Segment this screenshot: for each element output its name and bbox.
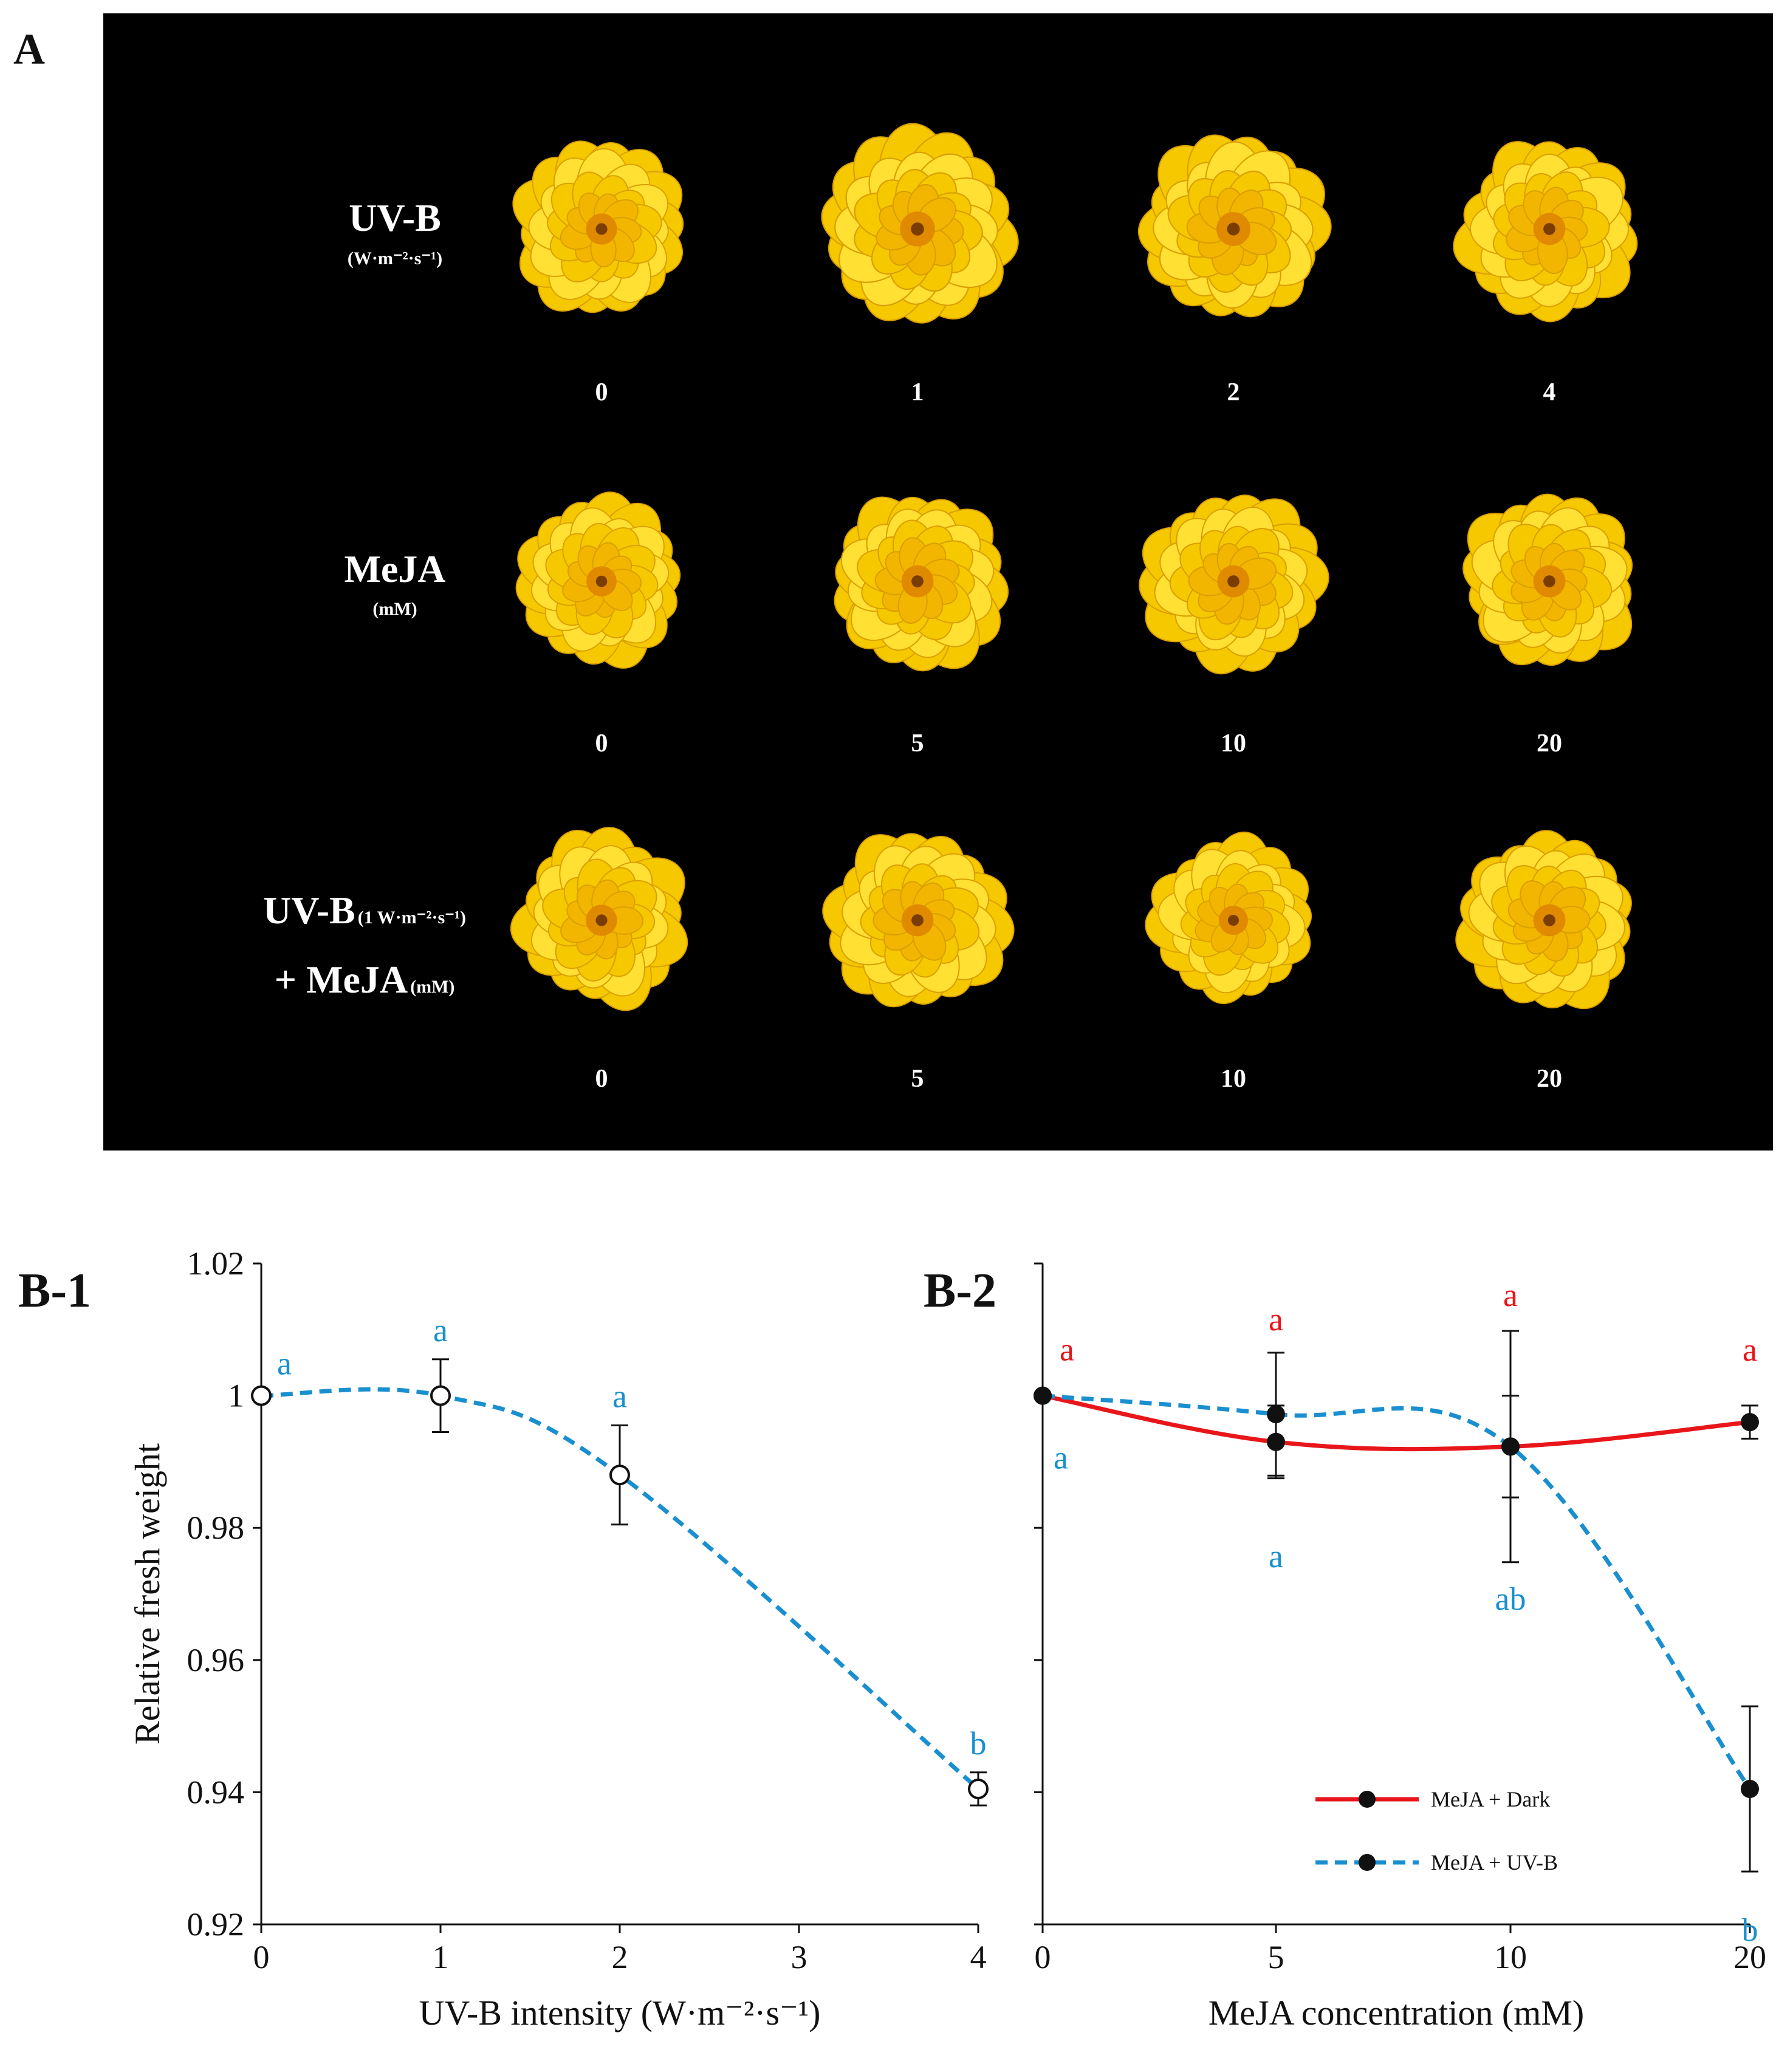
dose-label: 0 bbox=[595, 730, 608, 757]
fresh-weight-charts: 0.92 0.94 0.96 0.98 1 1.02 0 1 2 3 4 UV-B intensity… bbox=[128, 1245, 1766, 2033]
dose-label: 0 bbox=[595, 1065, 608, 1093]
flower-photo-panel: UV-B (W·m⁻²·s⁻¹) MeJA (mM) UV-B (1 W·m⁻²… bbox=[103, 13, 1773, 1151]
x-tick-label: 2 bbox=[612, 1939, 628, 1975]
y-tick-label: 0.98 bbox=[187, 1510, 245, 1546]
chart-b1: 0.92 0.94 0.96 0.98 1 1.02 0 1 2 3 4 UV-B intensity… bbox=[128, 1245, 989, 2033]
data-point-meja-uvb bbox=[1501, 1437, 1520, 1456]
dose-label: 5 bbox=[911, 1065, 924, 1093]
significance-letter: a bbox=[612, 1378, 627, 1415]
significance-letter-uvb: ab bbox=[1495, 1581, 1526, 1617]
data-point-meja-uvb bbox=[1034, 1386, 1052, 1405]
panel-a-label: A bbox=[13, 25, 45, 74]
dose-label: 5 bbox=[911, 730, 924, 757]
x-tick-label: 5 bbox=[1268, 1939, 1284, 1975]
x-tick-label: 4 bbox=[970, 1939, 987, 1975]
dose-label: 20 bbox=[1537, 730, 1562, 757]
marigold-flower-image bbox=[1127, 123, 1340, 338]
panel-b2-label: B-2 bbox=[924, 1264, 996, 1318]
data-point-uvb bbox=[609, 1465, 630, 1486]
significance-letter-dark: a bbox=[1060, 1332, 1074, 1368]
series-line-meja-dark bbox=[1042, 1393, 1750, 1452]
significance-letter-uvb: a bbox=[1054, 1440, 1068, 1476]
y-tick-label: 0.92 bbox=[187, 1906, 245, 1943]
data-point-meja-uvb bbox=[1267, 1405, 1285, 1424]
data-point-meja-uvb bbox=[1741, 1779, 1759, 1798]
x-tick-label: 3 bbox=[791, 1939, 807, 1975]
panel-b1-label: B-1 bbox=[18, 1264, 91, 1318]
dose-label: 1 bbox=[911, 378, 924, 406]
data-point-uvb bbox=[251, 1385, 272, 1406]
marigold-flower-image bbox=[1449, 129, 1650, 332]
legend-marker bbox=[1359, 1791, 1376, 1808]
dose-label: 20 bbox=[1537, 1065, 1562, 1093]
dose-label: 10 bbox=[1221, 1065, 1246, 1093]
marigold-flower-image bbox=[504, 823, 699, 1021]
legend-label: MeJA + Dark bbox=[1431, 1787, 1550, 1811]
marigold-flower-image bbox=[1133, 481, 1334, 685]
dose-label: 2 bbox=[1227, 378, 1240, 406]
chart-b2: 0 5 10 20 MeJA concentration (mM) a a a a a a ab b Me… bbox=[1034, 1262, 1766, 2033]
data-point-meja-dark bbox=[1741, 1413, 1759, 1432]
series-line-uvb bbox=[261, 1387, 980, 1791]
dose-label: 4 bbox=[1543, 378, 1556, 406]
series-line-meja-uvb bbox=[1042, 1393, 1752, 1790]
significance-letter-dark: a bbox=[1269, 1301, 1283, 1338]
significance-letter-dark: a bbox=[1743, 1332, 1757, 1368]
marigold-flower-image bbox=[1142, 829, 1325, 1014]
x-tick-label: 0 bbox=[253, 1939, 270, 1975]
marigold-flower-image bbox=[817, 481, 1018, 685]
legend-label: MeJA + UV-B bbox=[1431, 1850, 1558, 1875]
dose-label: 10 bbox=[1221, 730, 1246, 757]
row-meja-label: MeJA (mM) bbox=[344, 547, 446, 619]
significance-letter-uvb: a bbox=[1269, 1538, 1283, 1575]
y-tick-label: 1 bbox=[228, 1378, 244, 1414]
significance-letter: a bbox=[433, 1312, 448, 1349]
x-tick-label: 10 bbox=[1494, 1939, 1527, 1975]
marigold-flower-image bbox=[817, 820, 1018, 1024]
legend-marker bbox=[1359, 1854, 1376, 1871]
x-tick-label: 0 bbox=[1035, 1939, 1051, 1975]
y-axis-title: Relative fresh weight bbox=[128, 1443, 167, 1745]
data-point-uvb bbox=[430, 1385, 451, 1406]
marigold-flower-image bbox=[808, 120, 1027, 341]
significance-letter: a bbox=[277, 1345, 292, 1382]
row-combined-label: UV-B (1 W·m⁻²·s⁻¹) + MeJA (mM) bbox=[263, 889, 466, 1001]
x-axis-title: MeJA concentration (mM) bbox=[1209, 1993, 1585, 2033]
row-uvb-label: UV-B (W·m⁻²·s⁻¹) bbox=[347, 196, 443, 268]
data-point-uvb bbox=[968, 1778, 989, 1799]
y-tick-label: 1.02 bbox=[187, 1245, 245, 1282]
significance-letter-dark: a bbox=[1503, 1277, 1518, 1313]
dose-label: 0 bbox=[595, 378, 608, 406]
x-tick-label: 20 bbox=[1733, 1939, 1766, 1975]
marigold-flower-image bbox=[504, 132, 699, 329]
x-axis-title: UV-B intensity (W·m⁻²·s⁻¹) bbox=[419, 1993, 821, 2033]
marigold-flower-image bbox=[1449, 820, 1650, 1024]
marigold-flower-image bbox=[1449, 481, 1650, 685]
significance-letter: b bbox=[970, 1725, 987, 1762]
y-tick-label: 0.94 bbox=[187, 1774, 245, 1810]
x-tick-label: 1 bbox=[433, 1939, 449, 1975]
significance-letter-uvb: b bbox=[1742, 1912, 1758, 1948]
y-tick-label: 0.96 bbox=[187, 1642, 245, 1678]
marigold-flower-image bbox=[507, 487, 696, 679]
